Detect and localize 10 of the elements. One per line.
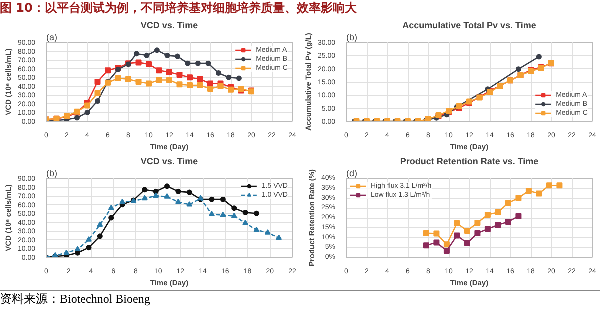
chart-title: Accumulative Total Pv vs. Time: [402, 20, 536, 30]
chart-title: VCD vs. Time: [140, 20, 198, 30]
chart-title: Product Retention Rate vs. Time: [400, 156, 539, 166]
chart-title: VCD vs. Time: [140, 156, 198, 166]
text: 资料来源：Biotechnol Bioeng: [0, 291, 150, 308]
caption: 图 10：以平台测试为例，不同培养基对细胞培养质量、效率影响大: [0, 0, 357, 17]
text: (b): [46, 168, 58, 178]
annotation: (b): [346, 32, 358, 42]
text: (a): [46, 32, 58, 42]
text: (d): [346, 168, 358, 178]
